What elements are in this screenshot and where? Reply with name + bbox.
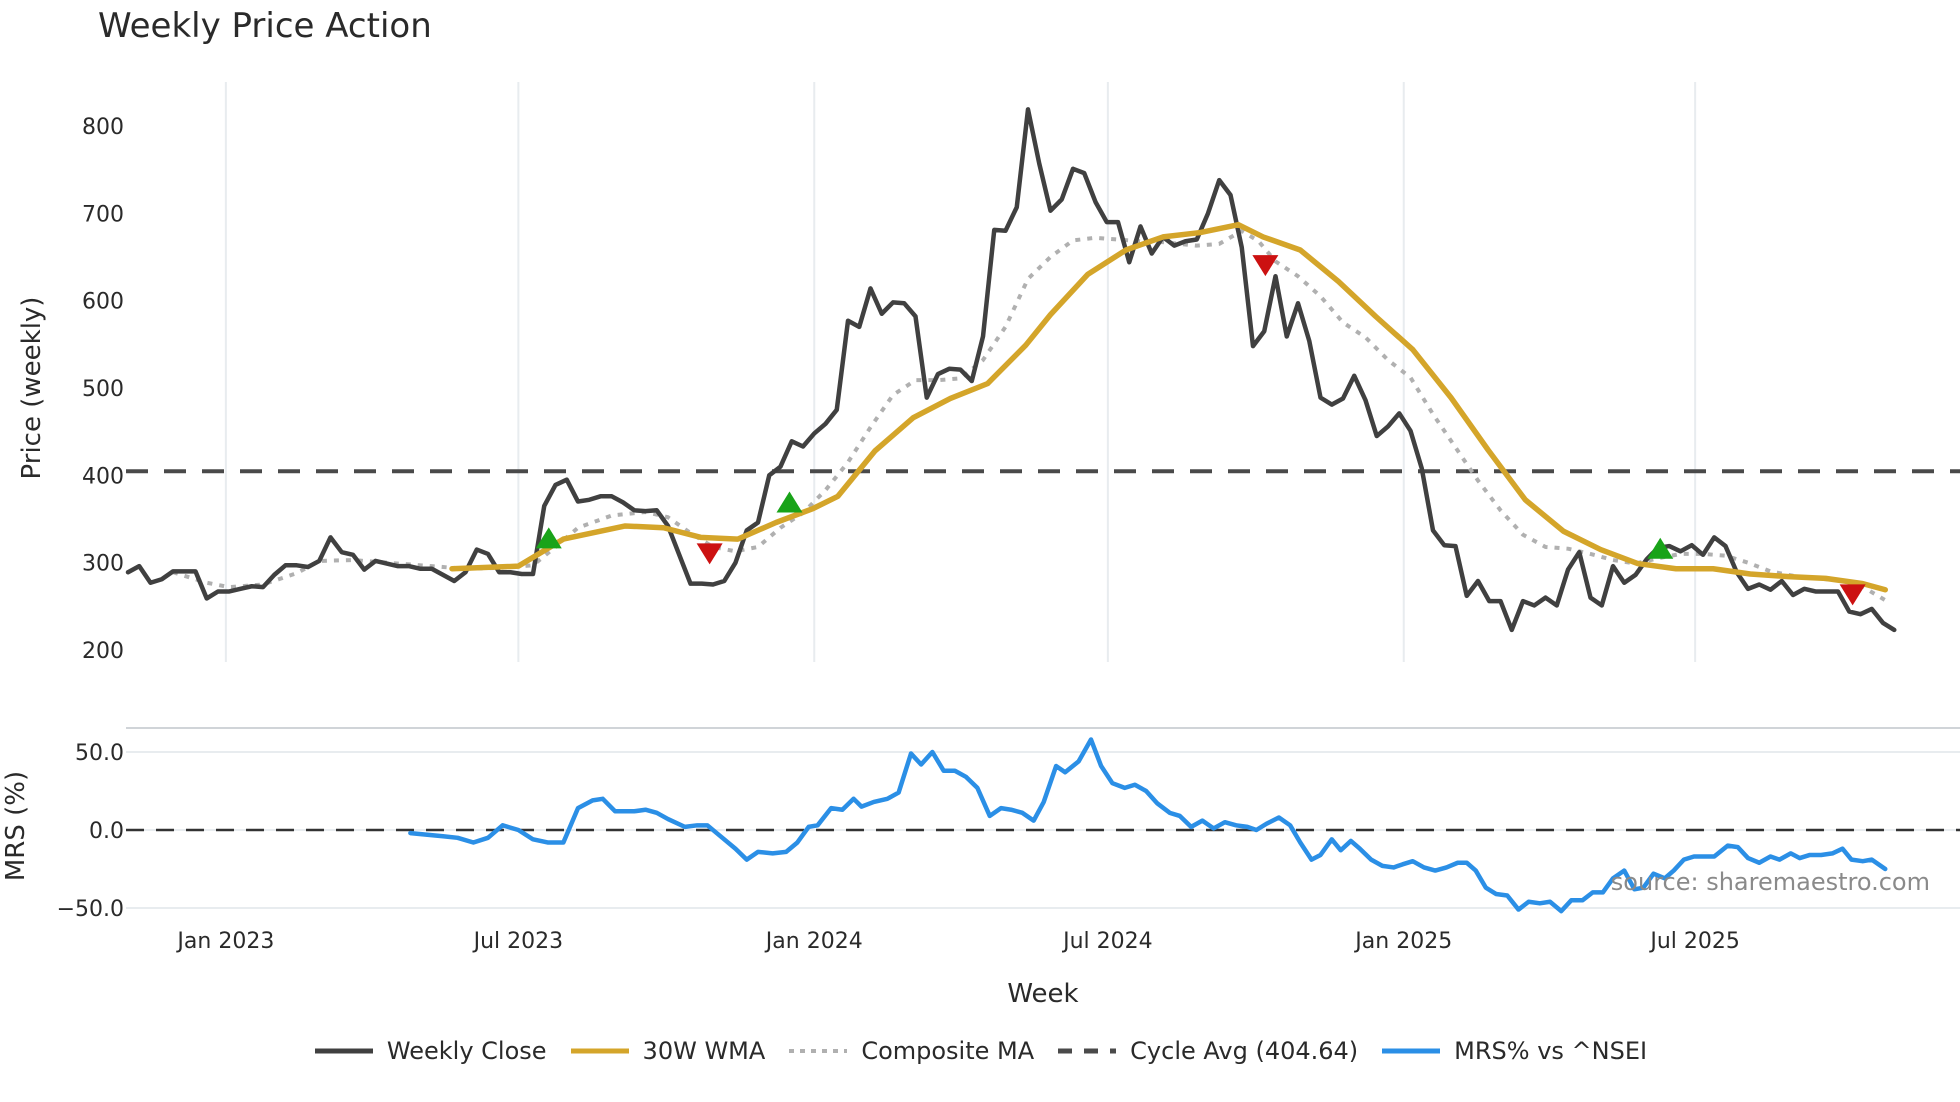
y-tick-label: 400 [82,464,124,489]
y-tick-label: 300 [82,552,124,577]
legend-item-cycle: Cycle Avg (404.64) [1056,1037,1358,1065]
legend-item-close: Weekly Close [313,1037,547,1065]
y-tick-label: 600 [82,290,124,315]
sell-signal-triangle-icon [1839,584,1866,606]
source-annotation: source: sharemaestro.com [1611,868,1930,896]
chart-title: Weekly Price Action [98,6,432,46]
weekly-close-line [125,107,1897,633]
x-tick-label: Jan 2024 [764,929,863,954]
legend-item-mrs: MRS% vs ^NSEI [1380,1037,1647,1065]
x-tick-label: Jan 2025 [1353,929,1452,954]
price-y-axis: 200 300 400 500 600 700 800 [82,115,124,664]
mrs-y-tick-label: 0.0 [89,819,124,844]
mrs-y-axis: −50.0 0.0 50.0 [57,741,124,922]
price-y-axis-label: Price (weekly) [17,297,47,480]
x-tick-label: Jul 2025 [1648,929,1740,954]
mrs-y-axis-label: MRS (%) [1,771,31,881]
y-tick-label: 500 [82,377,124,402]
buy-signal-triangle-icon [535,527,562,549]
x-tick-label: Jan 2023 [175,929,274,954]
mrs-y-tick-label: −50.0 [57,897,124,922]
buy-signal-triangle-icon [1647,537,1674,559]
y-tick-label: 700 [82,202,124,227]
legend-swatch-icon [314,1048,373,1054]
legend-label: 30W WMA [642,1037,766,1065]
composite-ma-line [172,228,1887,602]
legend-item-composite: Composite MA [787,1037,1034,1065]
legend-label: MRS% vs ^NSEI [1454,1037,1648,1065]
sell-signal-triangle-icon [696,543,723,565]
buy-signal-triangle-icon [776,491,803,513]
series-layer [125,107,1960,914]
mrs-y-tick-label: 50.0 [75,741,124,766]
y-tick-label: 800 [82,115,124,140]
legend-label: Weekly Close [386,1037,547,1065]
legend-swatch-icon [1382,1048,1441,1054]
legend-item-wma: 30W WMA [569,1037,766,1065]
legend-label: Composite MA [861,1037,1035,1065]
legend-swatch-icon [570,1048,629,1054]
mrs-line [408,737,1888,914]
sell-signal-triangle-icon [1252,255,1279,277]
wma-30w-line [449,221,1888,593]
legend-swatch-icon [789,1049,848,1053]
legend-swatch-icon [1058,1048,1117,1054]
x-axis-label: Week [1007,979,1078,1009]
signal-markers [535,255,1866,606]
price-gridlines [224,82,1697,662]
x-tick-label: Jul 2024 [1061,929,1153,954]
y-tick-label: 200 [82,639,124,664]
chart-legend: Weekly Close 30W WMA Composite MA Cycle Avg… [0,1037,1960,1065]
x-axis: Jan 2023 Jul 2023 Jan 2024 Jul 2024 Jan 2025… [175,929,1739,954]
x-tick-label: Jul 2023 [472,929,564,954]
legend-label: Cycle Avg (404.64) [1130,1037,1359,1065]
